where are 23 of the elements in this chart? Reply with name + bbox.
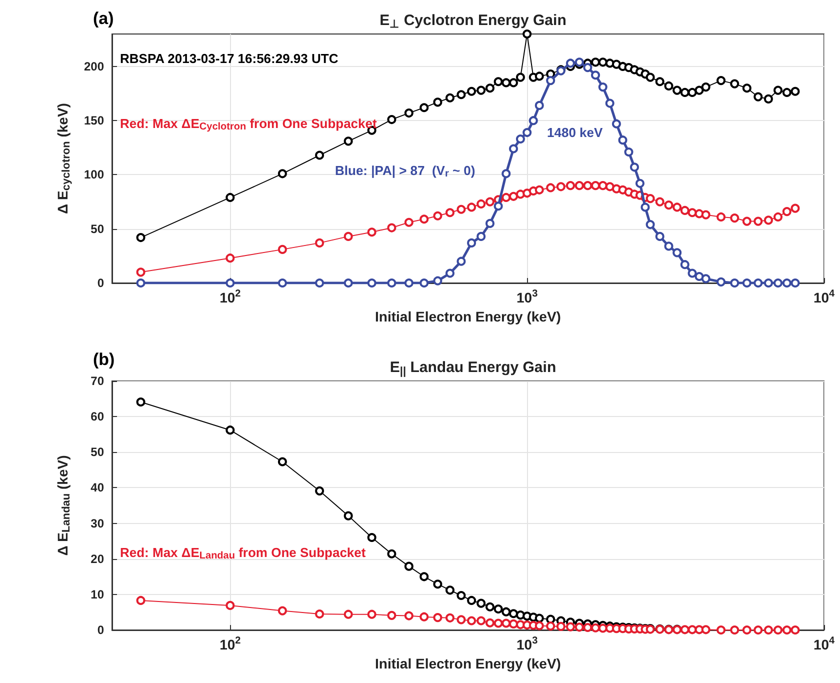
y-tick-label: 30 (90, 516, 104, 530)
x-axis-title: Initial Electron Energy (keV) (375, 308, 561, 324)
text: (b) (93, 350, 115, 369)
y-tick-label: 40 (90, 480, 104, 495)
chart-title: E⊥ Cyclotron Energy Gain (380, 12, 566, 30)
y-tick-label: 50 (90, 445, 104, 460)
y-axis-title: Δ ELandau (keV) (54, 455, 72, 556)
y-tick-label: 60 (90, 410, 104, 424)
y-tick-label: 0 (97, 276, 104, 290)
chart-title: E|| Landau Energy Gain (390, 359, 556, 378)
x-axis-title: Initial Electron Energy (keV) (375, 655, 561, 672)
y-tick-label: 100 (84, 168, 104, 182)
text: (a) (93, 9, 114, 28)
y-tick-label: 150 (84, 114, 104, 128)
y-tick-label: 50 (90, 222, 104, 236)
annotation: 1480 keV (547, 125, 603, 140)
y-axis-title: Δ Ecyclotron (keV) (54, 103, 72, 214)
y-tick-label: 10 (90, 587, 104, 602)
y-tick-label: 0 (97, 623, 104, 637)
y-tick-label: 70 (90, 374, 104, 388)
y-tick-label: 20 (90, 552, 104, 566)
y-tick-label: 200 (84, 59, 104, 74)
annotation: RBSPA 2013-03-17 16:56:29.93 UTC (120, 51, 339, 66)
